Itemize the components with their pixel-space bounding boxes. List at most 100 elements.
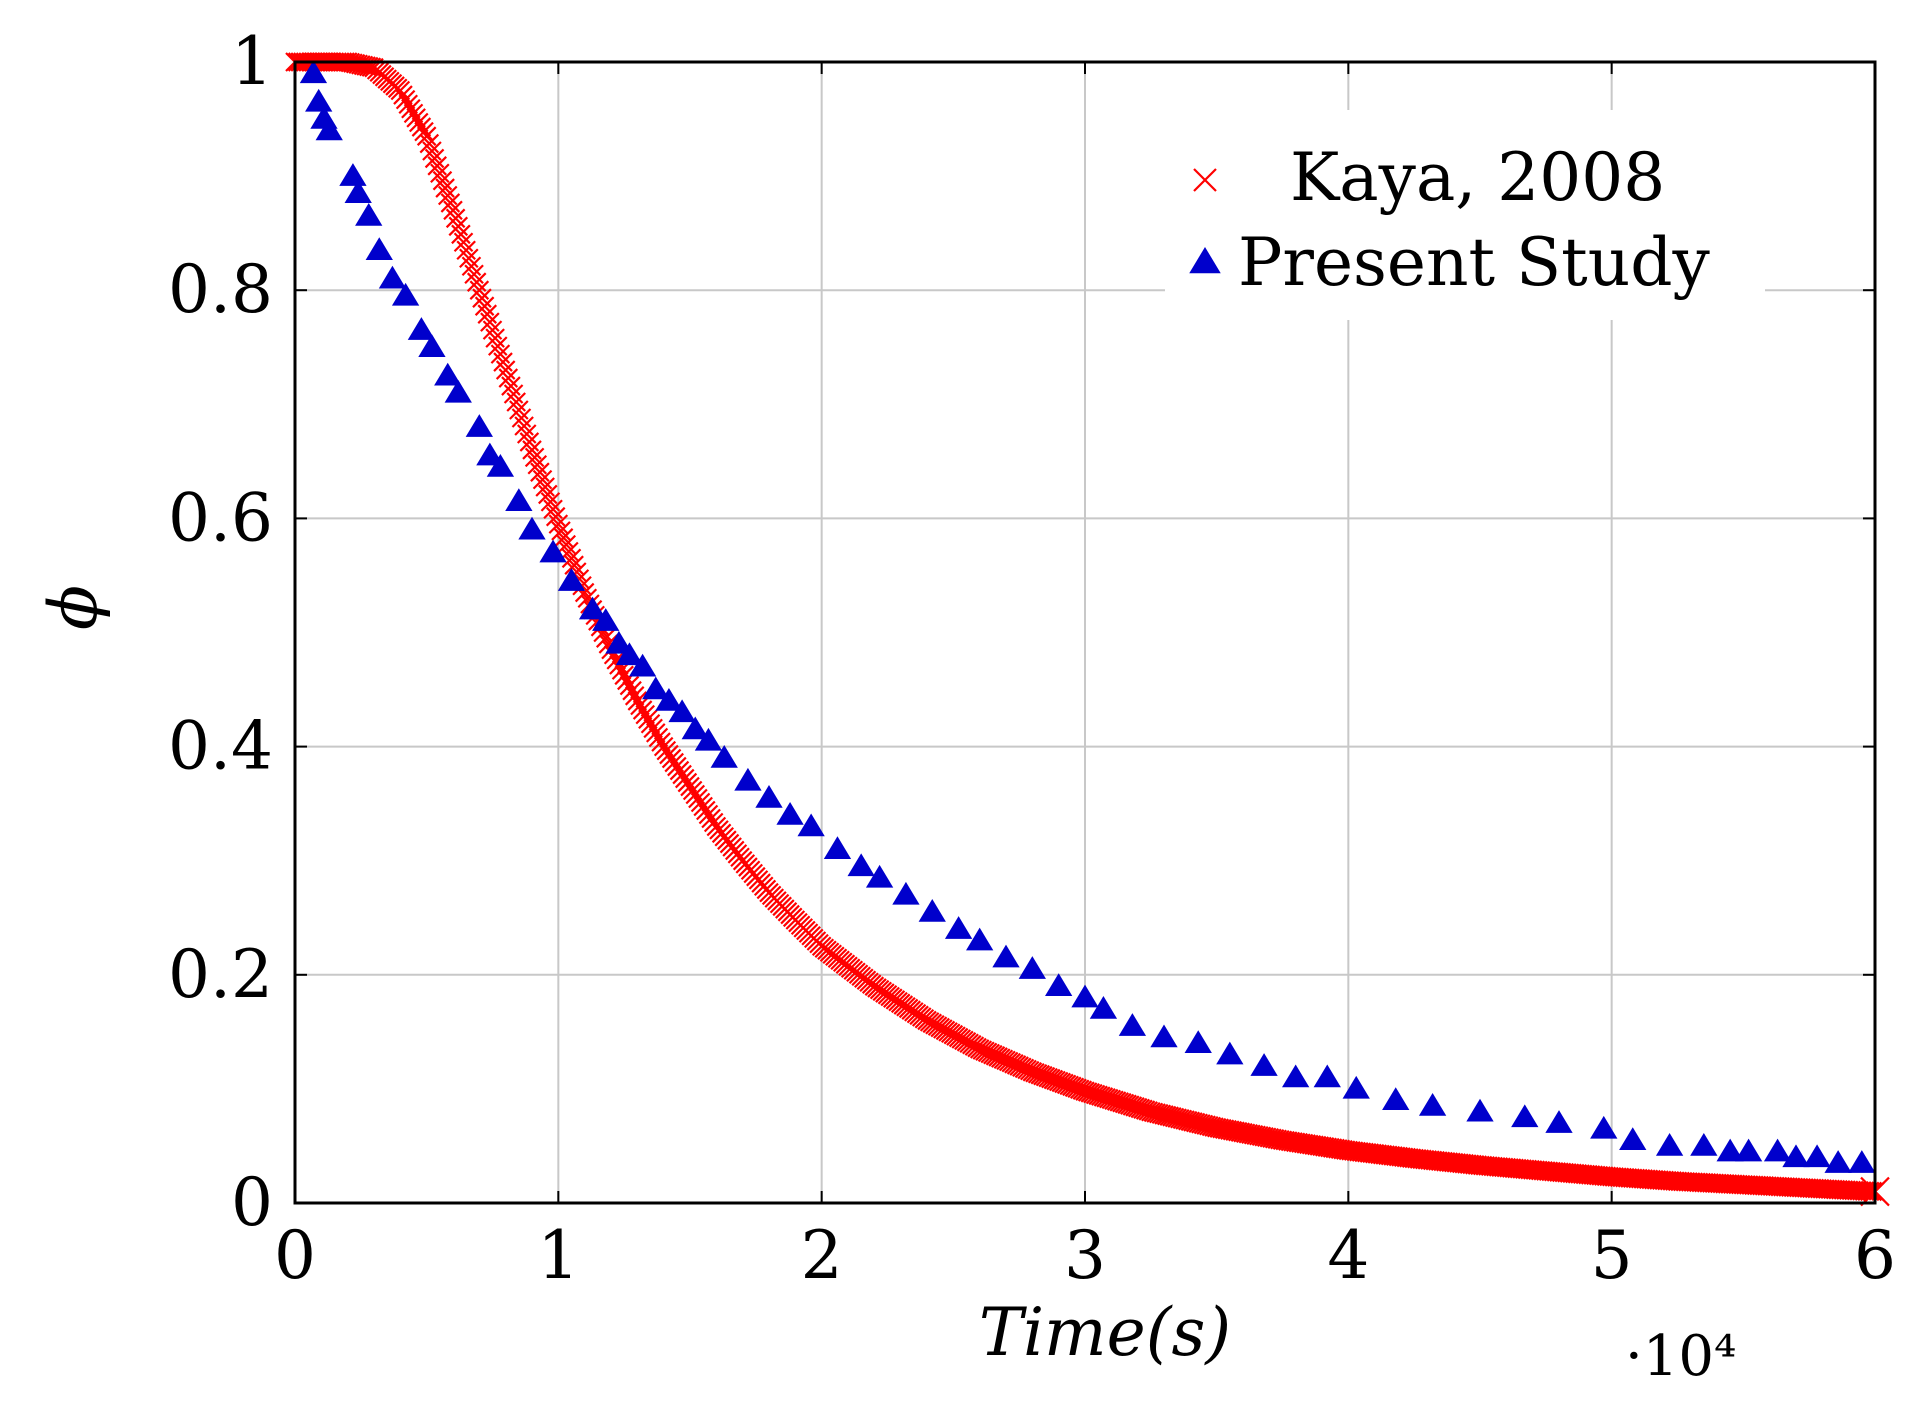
kaya-marker <box>403 103 424 124</box>
present-study-marker <box>434 362 462 386</box>
x-tick-label: 0 <box>274 1217 316 1294</box>
kaya-marker <box>435 178 455 198</box>
x-tick-label: 2 <box>801 1217 843 1294</box>
kaya-marker <box>411 117 432 137</box>
x-tick-label: 4 <box>1327 1217 1369 1294</box>
present-study-marker <box>823 836 852 860</box>
kaya-marker <box>540 492 561 512</box>
present-study-marker <box>1150 1024 1178 1048</box>
present-study-marker <box>605 630 633 654</box>
present-study-marker <box>592 608 620 631</box>
present-study-marker <box>378 265 407 289</box>
kaya-marker <box>548 514 569 534</box>
kaya-marker <box>1093 1087 1114 1107</box>
kaya-marker <box>422 141 442 161</box>
present-study-marker <box>892 881 920 905</box>
present-study-marker <box>847 853 875 877</box>
present-study-marker <box>1250 1053 1278 1076</box>
present-study-marker <box>1018 956 1046 979</box>
kaya-marker <box>638 709 658 729</box>
kaya-marker <box>1862 1181 1883 1202</box>
tick-labels: 0 1 2 3 4 5 6 0 0.2 0.4 0.6 0.8 1 <box>168 23 1896 1294</box>
present-study-marker <box>642 676 670 700</box>
kaya-marker <box>398 94 419 114</box>
kaya-marker <box>522 440 542 460</box>
kaya-marker <box>437 185 458 206</box>
present-study-marker <box>315 117 343 141</box>
kaya-marker <box>1130 1098 1151 1119</box>
present-study-marker <box>407 317 436 340</box>
present-study-marker <box>1118 1013 1147 1036</box>
axis-ticks <box>294 61 1876 1204</box>
kaya-marker <box>561 548 582 569</box>
kaya-marker <box>1096 1087 1116 1108</box>
present-study-marker <box>1216 1041 1244 1065</box>
present-study-marker <box>1071 984 1099 1008</box>
legend-marker-kaya-2008 <box>1193 168 1217 192</box>
present-study-marker <box>755 784 783 808</box>
present-study-marker <box>865 864 894 888</box>
kaya-marker <box>1122 1096 1143 1116</box>
kaya-marker <box>630 695 650 716</box>
present-study-marker <box>655 687 683 711</box>
present-study-marker <box>918 899 946 922</box>
legend-marker-present-study <box>1189 247 1221 274</box>
kaya-marker <box>1098 1088 1119 1109</box>
present-study-marker <box>1418 1093 1447 1116</box>
present-study-marker <box>1313 1064 1341 1088</box>
kaya-marker <box>532 469 553 490</box>
present-study-marker <box>1690 1132 1718 1156</box>
kaya-marker <box>1109 1092 1130 1112</box>
present-study-marker <box>1511 1104 1539 1128</box>
kaya-marker <box>651 732 671 752</box>
kaya-marker <box>395 89 416 110</box>
present-study-marker <box>668 699 696 723</box>
present-study-marker <box>681 716 709 740</box>
legend-background <box>1165 110 1765 320</box>
present-study-marker <box>539 539 567 563</box>
kaya-marker <box>614 665 634 686</box>
present-study-marker <box>966 927 994 951</box>
present-study-marker <box>734 767 762 791</box>
x-tick-label: 3 <box>1064 1217 1106 1294</box>
kaya-marker <box>556 534 577 555</box>
kaya-marker <box>619 675 640 696</box>
present-study-marker <box>1734 1138 1763 1162</box>
kaya-marker <box>1085 1084 1106 1105</box>
kaya-marker <box>553 528 574 548</box>
kaya-marker <box>530 462 550 482</box>
kaya-marker <box>440 193 461 213</box>
x-tick-label: 1 <box>537 1217 579 1294</box>
kaya-marker <box>414 121 434 142</box>
kaya-marker <box>1104 1090 1124 1110</box>
present-study-marker <box>557 568 586 591</box>
kaya-marker <box>645 723 666 743</box>
kaya-marker <box>643 718 663 739</box>
present-study-marker <box>944 916 973 939</box>
kaya-marker <box>1119 1095 1140 1115</box>
kaya-marker <box>432 170 453 191</box>
kaya-marker <box>401 99 421 119</box>
present-study-marker <box>578 596 607 620</box>
kaya-marker <box>356 56 376 76</box>
series-kaya-2008 <box>285 52 1890 1207</box>
kaya-marker <box>1106 1091 1127 1111</box>
present-study-marker <box>694 727 723 751</box>
kaya-marker <box>1091 1086 1111 1106</box>
legend-triangle-icon <box>1189 247 1221 274</box>
present-study-marker <box>797 813 825 837</box>
y-tick-label: 0.8 <box>168 251 273 328</box>
kaya-marker <box>640 714 661 734</box>
kaya-marker <box>1133 1099 1153 1120</box>
present-study-marker <box>1824 1150 1852 1173</box>
x-axis-label: Time(s) <box>979 1294 1231 1371</box>
y-tick-label: 0 <box>231 1164 273 1241</box>
kaya-marker <box>535 477 555 497</box>
kaya-marker <box>543 499 563 520</box>
kaya-marker <box>1080 1083 1101 1103</box>
present-study-marker <box>1716 1138 1744 1162</box>
present-study-marker <box>1282 1064 1310 1088</box>
kaya-marker <box>424 148 445 169</box>
kaya-marker <box>1127 1097 1148 1118</box>
